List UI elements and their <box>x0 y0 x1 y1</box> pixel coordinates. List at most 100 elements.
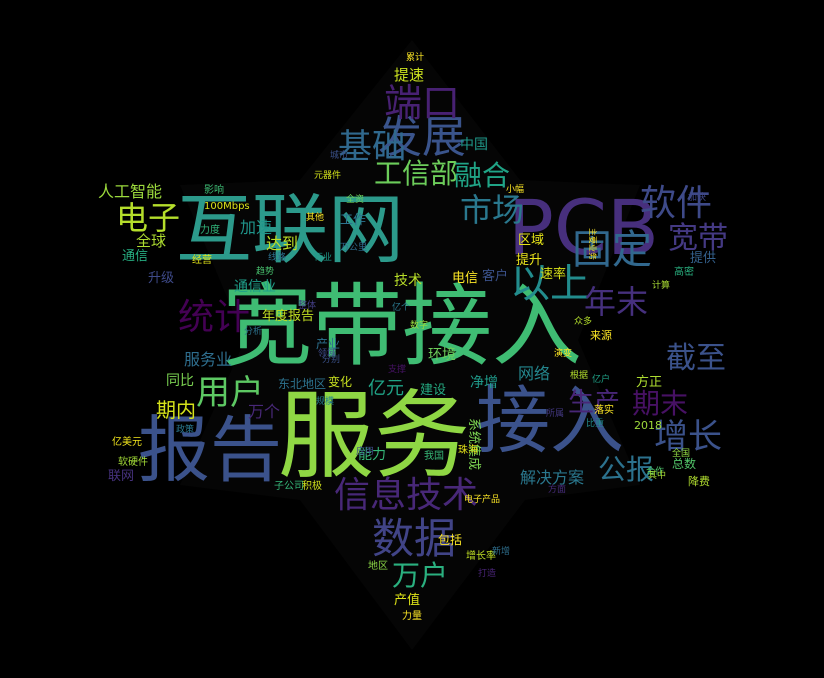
word-liliang: 力量 <box>402 611 422 622</box>
word-yingyong: 应用 <box>356 447 375 457</box>
word-shengji: 升级 <box>148 271 175 286</box>
word-dadao: 达到 <box>266 234 299 253</box>
word-fenxi: 分析 <box>244 327 263 337</box>
word-zengzhanglv: 增长率 <box>466 551 496 562</box>
word-jiakuai: 加快 <box>688 193 707 203</box>
word-wangluo: 网络 <box>518 364 551 383</box>
word-yanbian: 演变 <box>554 349 573 359</box>
word-shuju: 数据 <box>372 514 457 563</box>
word-qizhong: 其中 <box>648 471 667 481</box>
word-zongshu: 总数 <box>672 457 697 471</box>
word-shuzi: 数字 <box>410 321 429 331</box>
word-gongxinbu: 工信部 <box>374 157 459 190</box>
word-jieru: 接入 <box>476 378 624 464</box>
word-hezuo: 合作 <box>646 467 665 477</box>
word-jichu: 基础 <box>338 127 406 167</box>
word-dianxin: 电信 <box>452 271 479 286</box>
word-chanye: 产业 <box>316 337 341 351</box>
word-zhongguo: 中国 <box>460 137 488 153</box>
word-lianwang: 联网 <box>108 469 135 484</box>
word-fenbie: 分别 <box>322 355 341 365</box>
word-xitong-jicheng: 系统集成 <box>466 418 481 471</box>
word-bianhua: 变化 <box>328 375 353 389</box>
word-leiji: 累计 <box>406 53 425 63</box>
word-fangmian: 方面 <box>548 485 567 495</box>
word-nengli: 能力 <box>358 447 386 463</box>
word-tongxinye: 通信业 <box>234 279 276 295</box>
word-jiji: 积极 <box>302 481 322 492</box>
word-fuwuye: 服务业 <box>184 350 233 369</box>
word-nianmo: 年末 <box>584 283 649 321</box>
word-kuandai: 宽带 <box>668 221 728 256</box>
word-tongxin: 通信 <box>122 249 149 264</box>
word-quanzi: 全资 <box>346 195 365 205</box>
word-dianzi-chanpin: 电子产品 <box>464 495 501 505</box>
word-chengshi: 城市 <box>330 151 349 161</box>
word-ronghe: 融合 <box>454 159 511 192</box>
word-lidu: 力度 <box>200 225 220 236</box>
word-baogao: 报告 <box>138 408 283 492</box>
word-dongbei-diqu: 东北地区 <box>278 377 327 391</box>
word-jiasu: 加速 <box>240 218 273 237</box>
word-zhongduo: 众多 <box>574 317 593 327</box>
word-gaomi: 高密 <box>674 267 694 278</box>
word-yihu: 亿户 <box>592 375 611 385</box>
word-yiyuan: 亿元 <box>368 378 404 399</box>
word-jiejue-fangan: 解决方案 <box>520 468 585 487</box>
word-hangye: 行业 <box>314 253 333 263</box>
word-huanjing: 环境 <box>428 347 456 363</box>
word-xiaofu: 小幅 <box>506 185 525 195</box>
word-wange: 万个 <box>248 402 281 421</box>
word-zhuhai: 珠海 <box>458 445 478 456</box>
word-2018: 2018 <box>634 419 662 432</box>
word-zhengce: 政策 <box>176 425 195 435</box>
word-kehu: 客户 <box>482 269 509 284</box>
word-jingzeng: 净增 <box>470 375 498 391</box>
word-kuandai-jieru: 宽带接入 <box>222 274 582 379</box>
word-hulianwang: 互联网 <box>176 185 404 274</box>
word-rengong-zhineng: 人工智能 <box>98 182 163 201</box>
word-tisheng: 提升 <box>516 253 543 268</box>
word-chanzhi: 产值 <box>394 593 421 608</box>
word-gongzuo: 工作 <box>340 213 367 228</box>
word-baokuo: 包括 <box>438 533 463 547</box>
word-xianlu: 线路 <box>268 253 287 263</box>
word-jiangfei: 降费 <box>688 475 710 488</box>
word-ruanjian: 软件 <box>640 183 713 224</box>
word-yonghu: 用户 <box>196 373 264 413</box>
word-luoshi: 落实 <box>594 405 614 416</box>
word-zigongsi: 子公司 <box>274 481 304 492</box>
word-qita: 其他 <box>306 213 325 223</box>
word-jianshe: 建设 <box>420 383 447 398</box>
word-qinei: 期内 <box>156 398 196 422</box>
word-suoshu: 所属 <box>546 409 565 419</box>
word-fuwu: 服务 <box>278 380 470 492</box>
word-fangzheng: 方正 <box>636 375 663 390</box>
word-tongji: 统计 <box>178 297 251 338</box>
word-laiyuan: 来源 <box>590 329 612 342</box>
word-woguo: 我国 <box>424 451 444 462</box>
word-diqu: 地区 <box>368 561 388 572</box>
word-qushi: 趋势 <box>256 267 275 277</box>
word-quyu: 区域 <box>518 233 545 248</box>
word-jisuan: 计算 <box>652 281 671 291</box>
word-qimo: 期末 <box>632 387 689 420</box>
word-wangongli: 万公里 <box>340 243 368 253</box>
word-zhuyao-yewu: 主要业务 <box>588 228 597 260</box>
word-guimo: 规模 <box>316 397 335 407</box>
word-zengzhang: 增长 <box>654 417 722 457</box>
word-jingying: 经营 <box>192 255 212 266</box>
word-shengchan: 生产 <box>568 388 621 418</box>
word-yige: 亿个 <box>392 303 411 313</box>
word-zhicheng: 支撑 <box>388 365 407 375</box>
word-gongbao: 公报 <box>598 453 655 486</box>
word-bizhong: 比重 <box>586 419 605 429</box>
word-dianzi: 电子 <box>116 199 181 237</box>
word-tigong: 提供 <box>690 251 717 266</box>
word-yimeiyuan: 亿美元 <box>112 437 142 448</box>
word-zhengti: 整体 <box>298 301 317 311</box>
word-genju: 根据 <box>570 371 589 381</box>
word-sulv: 速率 <box>540 267 567 282</box>
word-fazhan: 发展 <box>378 112 466 163</box>
word-dazao: 打造 <box>478 569 497 579</box>
